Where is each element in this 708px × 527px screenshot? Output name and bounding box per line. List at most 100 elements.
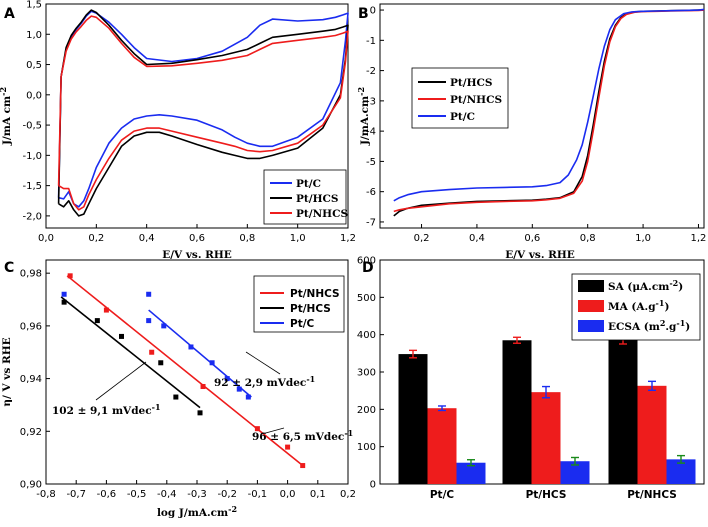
panel-c: C -0,8 -0,7 -0,6 -0,5 -0,4 -0,3 -0,2 -0,1 0,0 0,1… (1, 259, 356, 519)
panel-b-label: B (358, 6, 369, 22)
tafel-point (285, 444, 291, 450)
legend-label: Pt/HCS (296, 193, 338, 205)
panel-d-label: D (362, 260, 374, 276)
slope-annotation: 96 ± 6,5 mVdec-1 (252, 428, 353, 443)
x-tick-label: 0,0 (280, 489, 296, 500)
legend-label: Pt/NHCS (290, 288, 340, 300)
x-tick-label: 1,0 (290, 233, 306, 244)
x-tick-label: -0,2 (217, 489, 237, 500)
tafel-point (61, 291, 67, 297)
tafel-point (119, 333, 124, 339)
category-label: Pt/C (430, 489, 455, 501)
legend-swatch (578, 300, 604, 312)
tafel-point (188, 344, 194, 350)
y-tick-label: 0,0 (26, 90, 42, 101)
category-label: Pt/HCS (526, 489, 567, 501)
x-tick-label: 0,8 (239, 233, 255, 244)
x-tick-label: 0,1 (310, 489, 326, 500)
tafel-point (254, 426, 260, 432)
bar-sa (608, 338, 638, 484)
x-tick-label: 0,2 (340, 489, 356, 500)
bar-ma (531, 392, 561, 484)
annotation-arrow (261, 427, 285, 435)
legend-label: ECSA (m2.g-1) (608, 318, 690, 333)
panel-a-ylabel: J/mA cm-2 (0, 87, 13, 146)
y-tick-label: -3 (366, 96, 376, 107)
category-label: Pt/NHCS (627, 489, 677, 501)
tafel-point (224, 376, 230, 382)
lsv-line-pt-c (393, 8, 705, 202)
legend-label: Pt/NHCS (296, 208, 348, 220)
panel-b-ylabel: J/mA.cm-2 (356, 87, 371, 146)
y-tick-label: 200 (357, 405, 376, 416)
panel-a-label: A (4, 6, 15, 22)
tafel-point (161, 323, 167, 329)
y-tick-label: 0,92 (20, 427, 42, 438)
y-tick-label: 0,90 (20, 480, 42, 491)
bar-ma (637, 385, 667, 484)
tafel-point (146, 318, 152, 324)
panel-b: B 0,2 0,4 0,6 0,8 1,0 1,2 0 -1 -2 -3 -4 -5 -6 -7 E/V … (356, 3, 706, 261)
y-tick-label: 100 (357, 442, 376, 453)
x-tick-label: -0,6 (97, 489, 117, 500)
bar-sa (502, 340, 532, 484)
panel-a: A 0,0 0,2 0,4 0,6 0,8 1,0 1,2 1,5 1,0 0,5 0,0 -0,5 -… (0, 0, 356, 261)
y-tick-label: 0,94 (20, 374, 42, 385)
legend-swatch (578, 320, 604, 332)
y-tick-label: 0 (370, 480, 376, 491)
y-tick-label: 1,5 (26, 0, 42, 11)
y-tick-label: -1 (366, 36, 376, 47)
y-tick-label: -2 (366, 66, 376, 77)
x-tick-label: 0,4 (139, 233, 155, 244)
panel-b-xlabel: E/V vs. RHE (505, 249, 575, 261)
tafel-point (146, 291, 152, 297)
legend-label: Pt/C (450, 111, 475, 123)
y-tick-label: 300 (357, 368, 376, 379)
x-tick-label: 1,2 (340, 233, 356, 244)
bar-ecsa (456, 462, 486, 484)
y-tick-label: -2,0 (22, 211, 42, 222)
x-tick-label: -0,8 (36, 489, 56, 500)
y-tick-label: -1,5 (22, 181, 42, 192)
y-tick-label: 600 (357, 256, 376, 267)
legend-label: Pt/C (296, 178, 321, 190)
x-tick-label: 0,0 (38, 233, 54, 244)
tafel-point (173, 394, 179, 400)
panel-c-xlabel: log J/mA.cm-2 (157, 504, 237, 519)
x-tick-label: 0,4 (469, 233, 485, 244)
tafel-point (61, 299, 67, 305)
tafel-point (67, 273, 73, 279)
bar-ma (427, 408, 457, 484)
y-tick-label: -5 (366, 157, 376, 168)
legend-label: Pt/NHCS (450, 94, 502, 106)
tafel-point (300, 463, 306, 469)
y-tick-label: 0 (370, 6, 376, 17)
legend-label: MA (A.g-1) (608, 298, 669, 313)
tafel-point (103, 307, 109, 313)
x-tick-label: 0,6 (189, 233, 205, 244)
x-tick-label: -0,1 (248, 489, 268, 500)
tafel-point (197, 410, 203, 416)
y-tick-label: -6 (366, 187, 376, 198)
x-tick-label: -0,3 (187, 489, 207, 500)
x-tick-label: 0,6 (524, 233, 540, 244)
x-tick-label: -0,4 (157, 489, 177, 500)
tafel-point (200, 383, 206, 389)
y-tick-label: 500 (357, 293, 376, 304)
cv-line-pt-nhcs (57, 15, 349, 211)
x-tick-label: -0,5 (127, 489, 147, 500)
x-tick-label: -0,7 (66, 489, 86, 500)
fit-line-pt-hcs (60, 296, 201, 409)
legend-label: SA (μA.cm-2) (608, 278, 683, 293)
bar-sa (398, 354, 428, 484)
y-tick-label: -7 (366, 217, 376, 228)
y-tick-label: -1,0 (22, 151, 42, 162)
y-tick-label: 400 (357, 330, 376, 341)
legend-label: Pt/C (290, 318, 315, 330)
tafel-point (149, 349, 155, 355)
slope-annotation: 92 ± 2,9 mVdec-1 (214, 374, 315, 389)
bar-ecsa (560, 461, 590, 484)
slope-annotation: 102 ± 9,1 mVdec-1 (52, 402, 161, 417)
